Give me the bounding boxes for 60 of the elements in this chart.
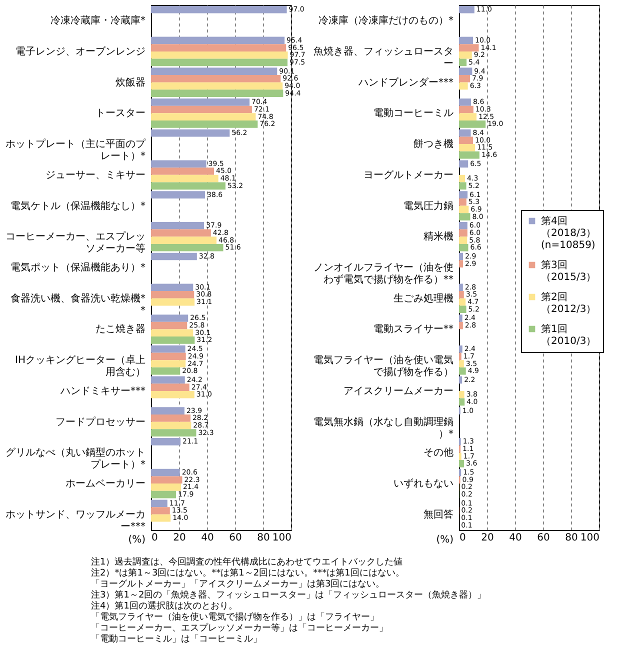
y-tick-label: 冷凍庫（冷凍庫だけのもの）*: [318, 14, 454, 27]
y-tick-label: 電気ケトル（保温機能なし）*: [10, 200, 146, 212]
y-tick-label: 魚焼き器、フィッシュロースター: [314, 45, 454, 70]
y-tick-label: フードプロセッサー: [56, 416, 146, 428]
legend-label: 第2回（2012/3）: [541, 291, 596, 315]
legend-label: 第4回（2018/3）(n=10859): [541, 215, 596, 251]
y-tick-label: IHクッキングヒーター（卓上用含む）: [15, 354, 146, 378]
x-axis-title: (%): [128, 534, 146, 546]
text: 「ヨーグルトメーカー」「アイスクリームメーカー」は第3回にはない。: [91, 578, 385, 590]
y-tick-label: たこ焼き器: [96, 323, 146, 336]
y-tick-label: ジューサー、ミキサー: [46, 170, 146, 181]
text: 「電気フライヤー（油を使い電気で揚げ物を作る）」は「フライヤー」: [91, 612, 379, 622]
legend-label: 第1回（2010/3）: [541, 323, 596, 347]
text: 「電動コーヒーミル」は「コーヒーミル」: [91, 634, 262, 644]
x-tick-label: 60: [537, 532, 550, 544]
x-tick-label: 60: [229, 532, 242, 544]
y-tick-label: ヨーグルトメーカー: [364, 170, 454, 181]
x-tick-label: 20: [481, 532, 494, 544]
y-tick-label: 電気ポット（保温機能あり）*: [10, 262, 146, 274]
y-tick-label: 電気フライヤー（油を使い電気で揚げ物を作る）: [314, 354, 454, 378]
y-tick-label: アイスクリームメーカー: [344, 386, 454, 397]
x-tick-label: 80: [257, 532, 270, 544]
text: 注2）*は第1～3回にはない。**は第1～2回にはない。***は第1回にはない。: [91, 568, 404, 578]
legend-label: 第3回（2015/3）: [541, 259, 596, 283]
y-tick-label: 生ごみ処理機: [394, 292, 454, 304]
x-tick-label: 20: [173, 532, 186, 544]
y-tick-label: 電気無水鍋（水なし自動調理鍋）*: [314, 416, 454, 440]
text: 注1）過去調査は、今回調査の性年代構成比にあわせてウエイトバックした値: [91, 556, 403, 568]
y-tick-label: 精米機: [424, 230, 454, 243]
y-tick-label: 電子レンジ、オーブンレンジ: [16, 45, 146, 58]
y-tick-label: 電気圧力鍋: [404, 200, 454, 212]
y-tick-label: コーヒーメーカー、エスプレッソメーカー等: [6, 230, 146, 255]
y-tick-label: トースター: [96, 108, 146, 120]
y-tick-label: 冷凍冷蔵庫・冷蔵庫*: [50, 14, 146, 27]
x-axis-title: (%): [436, 534, 454, 546]
y-tick-label: グリルなべ（丸い鍋型のホットプレート）*: [6, 446, 146, 471]
y-tick-label: いずれもない: [394, 478, 454, 490]
y-tick-label: ホットプレート（主に平面のプレート）*: [6, 138, 146, 162]
x-tick-label: 80: [565, 532, 578, 544]
x-tick-label: 100: [580, 532, 600, 544]
y-tick-label: ホットサンド、ワッフルメーカー***: [6, 509, 146, 532]
y-tick-label: 食器洗い機、食器洗い乾燥機**: [10, 292, 146, 316]
y-tick-label: ホームベーカリー: [66, 478, 146, 490]
x-tick-label: 40: [509, 532, 522, 544]
y-tick-label: その他: [424, 446, 454, 459]
x-tick-label: 40: [201, 532, 214, 544]
text: 注3）第1～2回の「魚焼き器、フィッシュロースター」は「フィッシュロースター（魚焼き器）」: [91, 590, 486, 600]
y-tick-label: 電動コーヒーミル: [374, 108, 454, 120]
y-tick-label: 電動スライサー**: [374, 324, 454, 336]
x-tick-label: 100: [272, 532, 292, 544]
x-tick-label: 0: [152, 532, 158, 544]
y-tick-label: 餅つき機: [414, 138, 454, 150]
y-tick-label: 炊飯器: [116, 76, 146, 88]
y-tick-label: 無回答: [424, 508, 454, 520]
y-tick-label: ハンドブレンダー***: [358, 76, 454, 88]
y-tick-label: ハンドミキサー***: [60, 386, 146, 397]
text: 注4）第1回の選択肢は次のとおり。: [91, 600, 238, 612]
y-tick-label: ノンオイルフライヤー（油を使わず電気で揚げ物を作る）**: [314, 262, 454, 286]
text: 「コーヒーメーカー、エスプレッソメーカー等」は「コーヒーメーカー」: [91, 622, 388, 634]
x-tick-label: 0: [460, 532, 466, 544]
